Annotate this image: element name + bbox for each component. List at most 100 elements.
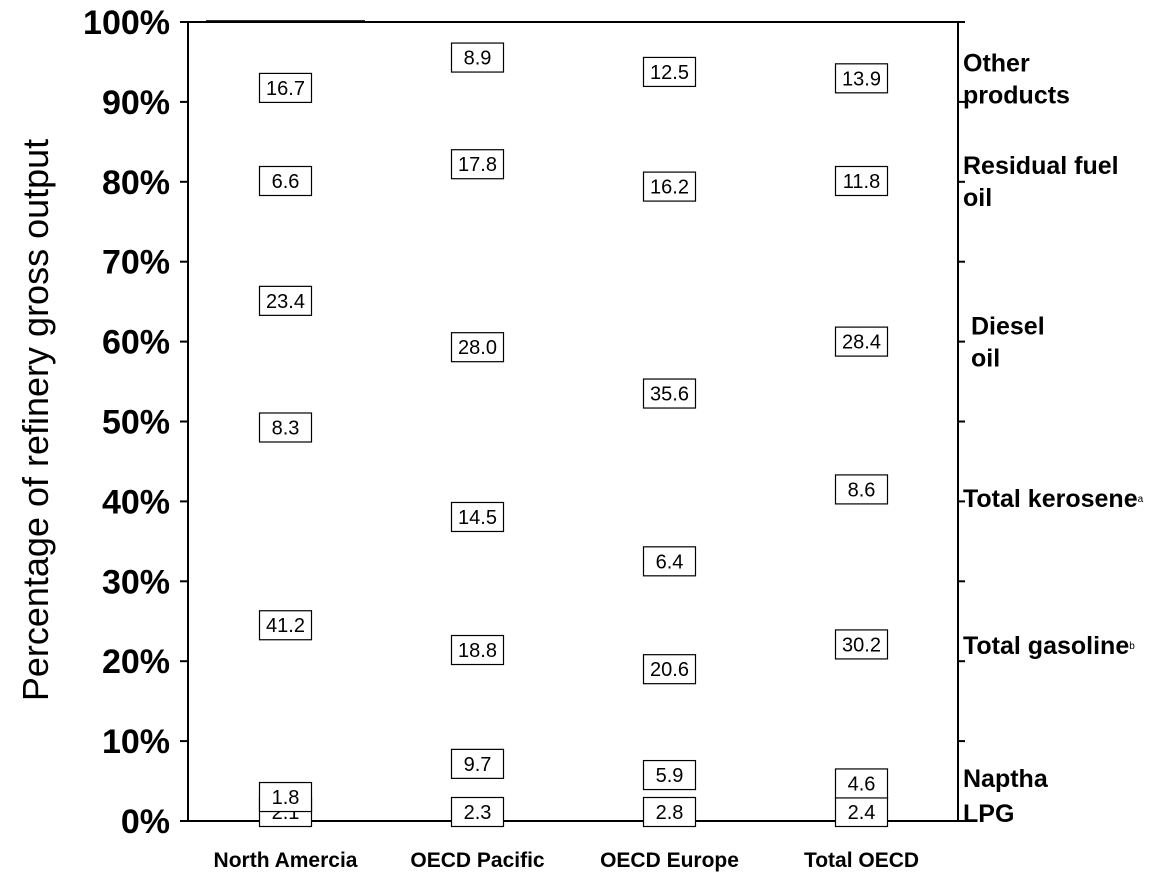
plot-frame	[187, 21, 959, 822]
data-label-box	[834, 629, 889, 660]
data-label: 18.8	[450, 634, 505, 666]
data-label-text: 5.9	[656, 765, 684, 787]
axes-layer: 0% 10% 20% 30% 40% 50% 60% 70% 80% 90% 100% Percent…	[15, 4, 965, 872]
y-tick-label: 60%	[102, 324, 170, 362]
y-tick-label: 70%	[102, 244, 170, 282]
legend-item: Other products	[963, 49, 1070, 109]
data-label-text: 2.8	[656, 802, 684, 824]
legend-item: Total gasolineb	[963, 632, 1135, 660]
data-label: 17.8	[450, 149, 505, 180]
y-tick-label: 50%	[102, 404, 170, 442]
legend-item: Total kerosenea	[963, 485, 1144, 513]
y-tick-label: 40%	[102, 483, 170, 521]
data-label-text: 8.6	[848, 479, 876, 501]
data-label-text: 2.4	[848, 802, 876, 824]
data-label: 2.3	[450, 796, 505, 828]
y-tick-label: 100%	[83, 4, 170, 42]
data-label: 6.6	[258, 165, 313, 197]
data-label-text: 18.8	[458, 640, 497, 662]
y-tick-label: 30%	[102, 563, 170, 601]
data-label-text: 6.6	[272, 171, 300, 193]
data-label-box	[258, 72, 313, 104]
data-label-text: 41.2	[266, 615, 305, 637]
data-labels-layer: 2.1 2.3 2.8 2.41.89.75.9 4.641.218.820.630.2…	[258, 42, 889, 828]
data-label-box	[834, 796, 889, 828]
x-category-label: OECD Pacific	[410, 849, 545, 872]
data-label: 8.9	[450, 42, 505, 73]
legend-label: Total gasolineb	[963, 632, 1135, 660]
y-tick-label: 20%	[102, 643, 170, 681]
data-label: 41.2	[258, 610, 313, 641]
data-label-text: 14.5	[458, 507, 497, 529]
legend-item: Residual fuel oil	[963, 152, 1119, 212]
data-label: 2.4	[834, 796, 889, 828]
data-label-box	[450, 634, 505, 666]
legend-item: LPG	[963, 800, 1014, 828]
data-label-text: 13.9	[842, 68, 881, 90]
data-label-box	[834, 768, 889, 799]
data-label-box	[642, 56, 697, 88]
legend-superscript: a	[1138, 494, 1144, 505]
data-label: 1.8	[258, 781, 313, 813]
data-label-box	[450, 796, 505, 828]
data-label-box	[642, 378, 697, 409]
data-label-box	[834, 63, 889, 94]
data-label-box	[834, 474, 889, 505]
data-label-text: 23.4	[266, 291, 305, 313]
data-label-text: 28.0	[458, 337, 497, 359]
data-label-box	[258, 285, 313, 316]
data-label: 23.4	[258, 285, 313, 316]
data-label-box	[450, 332, 505, 363]
data-label-box	[258, 781, 313, 813]
data-label: 13.9	[834, 63, 889, 94]
y-tick-label: 90%	[102, 84, 170, 122]
data-label-text: 35.6	[650, 384, 689, 406]
data-label-text: 12.5	[650, 62, 689, 84]
data-label: 28.0	[450, 332, 505, 363]
data-label-box	[642, 759, 697, 791]
legend-layer: LPG Naptha Total gasolineb Total kerosenea D…	[963, 49, 1144, 828]
data-label: 14.5	[450, 501, 505, 533]
data-label: 2.8	[642, 796, 697, 828]
data-label-box	[642, 546, 697, 577]
data-label: 28.4	[834, 326, 889, 357]
y-tick-label: 80%	[102, 164, 170, 202]
legend-label: LPG	[963, 800, 1014, 828]
data-label-text: 28.4	[842, 332, 881, 354]
legend-superscript: b	[1129, 641, 1135, 652]
data-label-text: 30.2	[842, 634, 881, 656]
legend-label: Total kerosenea	[963, 485, 1144, 513]
legend-item: Diesel oil	[971, 313, 1045, 373]
data-label-text: 6.4	[656, 551, 684, 573]
x-category-label: Total OECD	[804, 849, 919, 872]
data-label-text: 1.8	[272, 787, 300, 809]
data-label: 5.9	[642, 759, 697, 791]
data-label: 4.6	[834, 768, 889, 799]
data-label: 6.4	[642, 546, 697, 577]
data-label: 35.6	[642, 378, 697, 409]
data-label: 8.3	[258, 412, 313, 443]
data-label-box	[258, 610, 313, 641]
x-category-label: North Amercia	[214, 849, 358, 872]
data-label: 8.6	[834, 474, 889, 505]
x-category-label: OECD Europe	[600, 849, 739, 872]
y-axis-label: Percentage of refinery gross output	[15, 139, 56, 701]
data-label-box	[450, 149, 505, 180]
legend-label: Diesel	[971, 313, 1045, 341]
data-label: 16.7	[258, 72, 313, 104]
data-label-text: 20.6	[650, 659, 689, 681]
data-label-box	[642, 654, 697, 685]
data-label: 11.8	[834, 165, 889, 197]
data-label-box	[450, 748, 505, 779]
legend-label: products	[963, 81, 1070, 109]
data-label: 20.6	[642, 654, 697, 685]
data-label-text: 8.3	[272, 417, 300, 439]
data-label: 12.5	[642, 56, 697, 88]
data-label-box	[834, 165, 889, 197]
data-label-box	[642, 796, 697, 828]
data-label: 16.2	[642, 171, 697, 202]
data-label-text: 8.9	[464, 48, 492, 70]
legend-label: oil	[963, 184, 992, 212]
